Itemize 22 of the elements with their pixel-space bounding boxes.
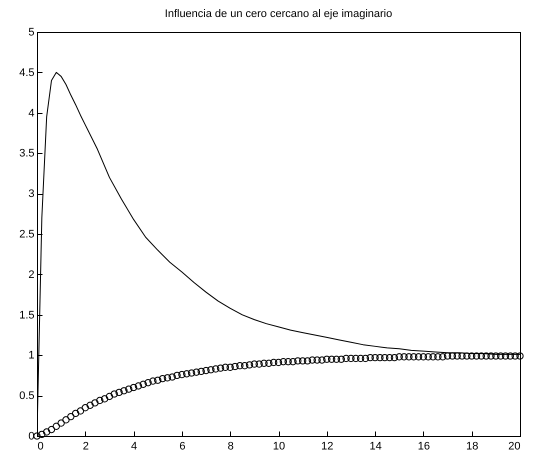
x-tick-label: 10 [272,440,286,452]
x-tick-label: 16 [418,440,430,452]
y-tick-label: 1.5 [19,309,34,322]
x-tick-label: 0 [38,440,44,452]
x-tick-label: 14 [369,440,382,452]
y-tick-label: 1 [28,350,34,362]
x-tick-label: 8 [228,440,234,452]
y-tick-label: 4 [28,107,34,120]
y-tick-label: 3 [28,188,34,200]
y-tick-label: 3.5 [19,148,34,160]
x-tick-label: 12 [321,440,334,452]
y-tick-label: 5 [28,26,34,38]
x-tick-label: 2 [82,440,89,452]
x-tick-label: 6 [179,440,186,452]
x-tick-label: 4 [131,440,138,452]
chart-title: Influencia de un cero cercano al eje imaginario [164,8,392,20]
x-tick-label: 18 [466,440,478,452]
y-tick-label: 4.5 [19,66,34,79]
x-tick-label: 20 [508,440,520,452]
y-tick-label: 2 [28,268,34,281]
y-tick-label: 2.5 [19,228,34,240]
y-tick-label: 0.5 [19,390,34,402]
